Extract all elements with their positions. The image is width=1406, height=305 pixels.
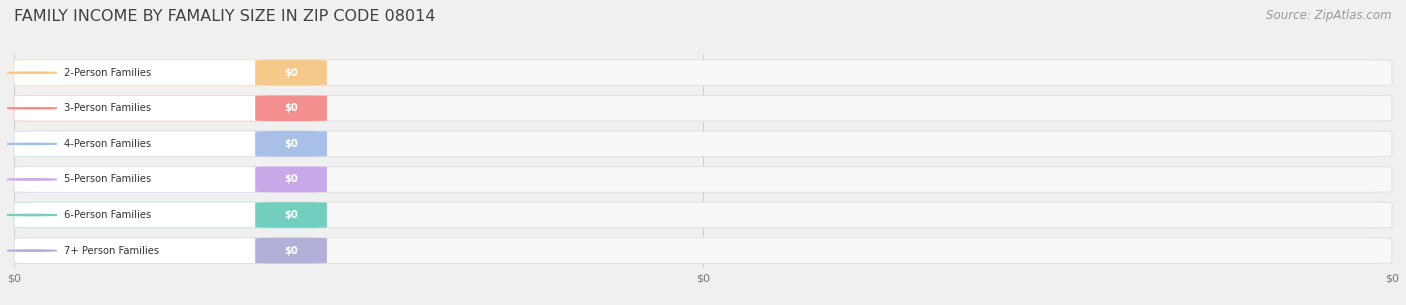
FancyBboxPatch shape [14, 60, 326, 85]
Circle shape [7, 214, 56, 216]
Text: 5-Person Families: 5-Person Families [63, 174, 150, 185]
Circle shape [7, 143, 56, 145]
FancyBboxPatch shape [14, 238, 1392, 264]
Text: Source: ZipAtlas.com: Source: ZipAtlas.com [1267, 9, 1392, 22]
Circle shape [7, 179, 56, 180]
FancyBboxPatch shape [14, 95, 326, 121]
Text: $0: $0 [284, 139, 298, 149]
FancyBboxPatch shape [256, 238, 326, 264]
FancyBboxPatch shape [14, 60, 1392, 85]
FancyBboxPatch shape [256, 60, 326, 85]
FancyBboxPatch shape [14, 95, 1392, 121]
Text: $0: $0 [284, 246, 298, 256]
Circle shape [7, 108, 56, 109]
Text: 7+ Person Families: 7+ Person Families [63, 246, 159, 256]
FancyBboxPatch shape [14, 131, 326, 157]
Text: $0: $0 [284, 174, 298, 185]
Text: FAMILY INCOME BY FAMALIY SIZE IN ZIP CODE 08014: FAMILY INCOME BY FAMALIY SIZE IN ZIP COD… [14, 9, 436, 24]
Text: $0: $0 [284, 210, 298, 220]
Circle shape [7, 250, 56, 251]
Circle shape [7, 72, 56, 73]
FancyBboxPatch shape [256, 131, 326, 157]
Text: $0: $0 [284, 68, 298, 78]
FancyBboxPatch shape [256, 95, 326, 121]
Text: 6-Person Families: 6-Person Families [63, 210, 150, 220]
Text: 3-Person Families: 3-Person Families [63, 103, 150, 113]
FancyBboxPatch shape [14, 202, 1392, 228]
FancyBboxPatch shape [256, 167, 326, 192]
FancyBboxPatch shape [14, 202, 326, 228]
FancyBboxPatch shape [14, 238, 326, 264]
FancyBboxPatch shape [14, 131, 1392, 157]
Text: 2-Person Families: 2-Person Families [63, 68, 150, 78]
Text: 4-Person Families: 4-Person Families [63, 139, 150, 149]
Text: $0: $0 [284, 103, 298, 113]
FancyBboxPatch shape [14, 167, 1392, 192]
FancyBboxPatch shape [256, 202, 326, 228]
FancyBboxPatch shape [14, 167, 326, 192]
